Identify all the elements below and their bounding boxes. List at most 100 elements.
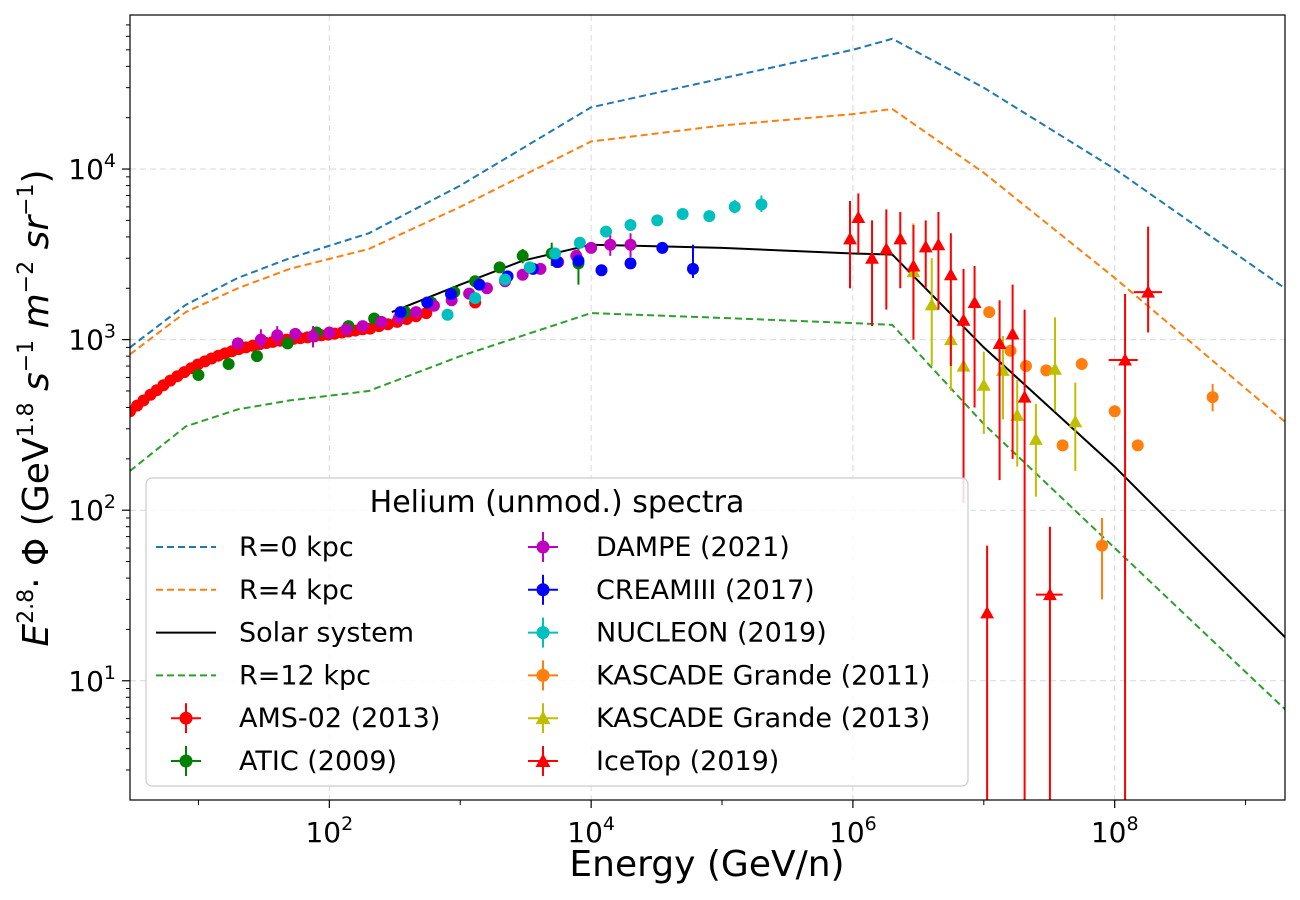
y-tick-label: 102: [68, 491, 116, 527]
legend-entry-ams-02-2013: AMS-02 (2013): [171, 703, 440, 734]
data-point: [306, 330, 319, 343]
line-solar-system: [391, 243, 1285, 638]
data-point: [1096, 539, 1109, 552]
legend-label: NUCLEON (2019): [596, 618, 827, 649]
data-point: [656, 241, 669, 254]
y-tick-label: 104: [68, 150, 116, 186]
data-point: [1108, 405, 1121, 418]
data-point: [604, 238, 617, 251]
data-point: [441, 308, 454, 321]
legend-title: Helium (unmod.) spectra: [370, 485, 745, 520]
data-point: [755, 198, 768, 211]
data-point: [843, 231, 857, 245]
legend-marker: [179, 754, 193, 768]
legend-label: Solar system: [239, 618, 414, 649]
legend-label: R=12 kpc: [239, 660, 371, 691]
x-tick-label: 108: [1091, 813, 1139, 849]
legend-marker: [536, 668, 550, 682]
legend-entry-solar-system: Solar system: [156, 618, 414, 649]
data-point: [924, 297, 939, 311]
legend-entry-r-0-kpc: R=0 kpc: [156, 532, 354, 563]
data-point: [1141, 285, 1156, 298]
y-label-phi: · Φ (GeV: [16, 437, 57, 589]
data-point: [1005, 327, 1020, 340]
data-point: [493, 261, 506, 274]
line-r-0-kpc: [130, 37, 1285, 349]
data-point: [992, 336, 1007, 349]
data-point: [1010, 408, 1025, 421]
data-point: [967, 295, 982, 309]
data-point: [410, 306, 423, 319]
data-point: [340, 323, 353, 336]
legend-label: R=4 kpc: [239, 575, 354, 606]
data-point: [1043, 587, 1057, 601]
data-point: [289, 327, 302, 340]
y-tick-label: 101: [68, 662, 116, 698]
data-point: [851, 210, 866, 224]
data-point: [976, 378, 991, 391]
data-point: [943, 267, 958, 281]
data-point: [499, 273, 512, 286]
data-point: [1118, 353, 1132, 366]
data-point: [624, 238, 637, 251]
y-label-base: E: [16, 624, 57, 647]
data-point: [375, 315, 388, 328]
x-tick-label: 104: [567, 813, 615, 849]
y-tick-label: 103: [68, 321, 116, 357]
legend-marker: [536, 626, 550, 640]
legend-entry-creamiii-2017: CREAMIII (2017): [528, 574, 815, 606]
data-point: [956, 313, 971, 326]
data-point: [906, 259, 921, 272]
data-point: [931, 237, 946, 251]
series-icetop-2019: [843, 193, 1163, 800]
legend-entry-atic-2009: ATIC (2009): [171, 746, 397, 777]
data-points: [130, 193, 1219, 800]
data-point: [624, 257, 637, 270]
data-point: [281, 337, 294, 350]
y-label-close: ): [16, 169, 57, 183]
data-point: [879, 242, 894, 255]
data-point: [222, 357, 235, 370]
legend-entries: R=0 kpc R=4 kpc Solar system R=12 kpc AMS-02…: [156, 532, 930, 777]
legend-label: ATIC (2009): [239, 746, 397, 777]
series-kascade-grande-2011: [983, 306, 1219, 600]
legend-label: KASCADE Grande (2011): [596, 660, 930, 691]
line-r-4-kpc: [130, 107, 1285, 423]
legend-label: IceTop (2019): [596, 746, 779, 777]
x-tick-label: 106: [829, 813, 877, 849]
legend-entry-r-12-kpc: R=12 kpc: [156, 660, 371, 691]
data-point: [676, 208, 689, 221]
data-point: [600, 225, 613, 238]
data-point: [1004, 344, 1017, 357]
data-point: [516, 249, 529, 262]
series-creamiii-2017: [394, 241, 699, 319]
axis-ticks: 102 104 106 108 101 102 103 104: [68, 24, 1247, 849]
data-point: [1131, 439, 1144, 452]
data-point: [1017, 390, 1032, 403]
data-point: [651, 214, 664, 227]
data-point: [469, 292, 482, 305]
legend-marker: [535, 710, 551, 725]
data-point: [595, 264, 608, 277]
data-point: [918, 239, 933, 253]
legend-entry-kascade-grande-2011: KASCADE Grande (2011): [528, 660, 930, 691]
data-point: [394, 306, 407, 319]
y-label-exp5: −1: [14, 183, 39, 215]
legend-marker: [535, 753, 551, 767]
data-point: [523, 261, 536, 274]
data-point: [1048, 362, 1062, 375]
data-point: [271, 329, 284, 342]
legend: Helium (unmod.) spectra R=0 kpc R=4 kpc So…: [145, 477, 969, 787]
y-label-exp2: 1.8: [14, 402, 39, 437]
data-point: [1056, 439, 1069, 452]
data-point: [1206, 391, 1219, 404]
legend-label: R=0 kpc: [239, 532, 354, 563]
data-point: [686, 262, 699, 275]
data-point: [254, 333, 267, 346]
legend-label: CREAMIII (2017): [596, 575, 815, 606]
data-point: [421, 296, 434, 309]
x-tick-label: 102: [305, 813, 353, 849]
legend-marker: [179, 711, 193, 725]
data-point: [323, 326, 336, 339]
